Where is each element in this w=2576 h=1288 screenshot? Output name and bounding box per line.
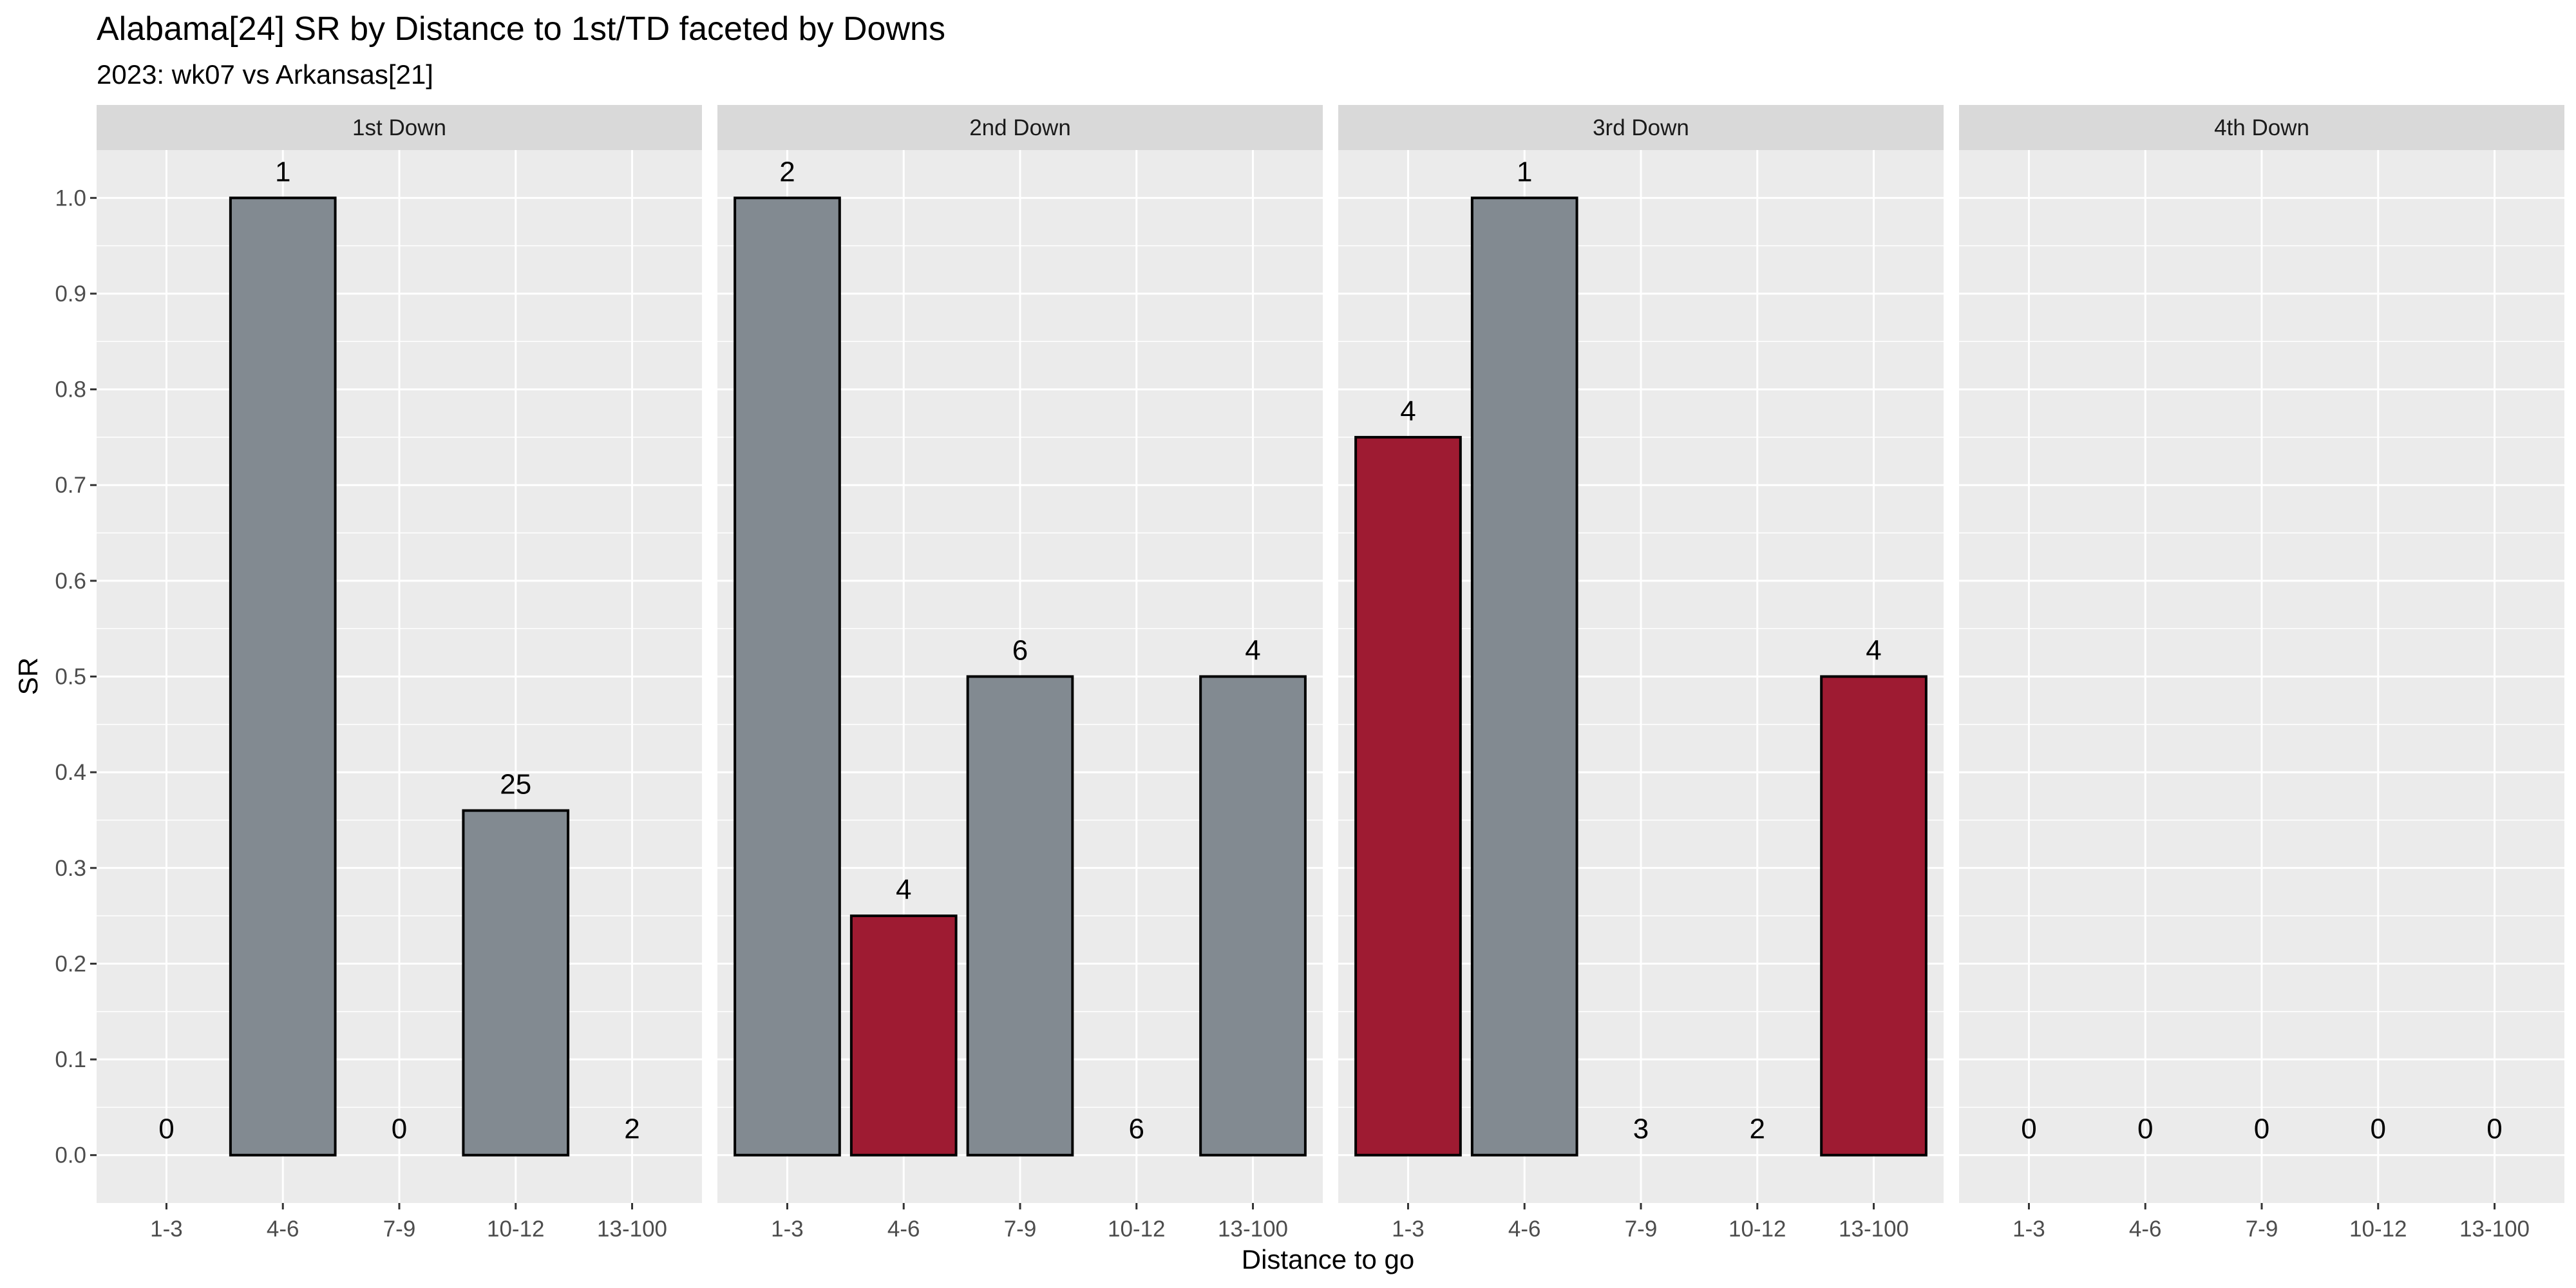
facet-strip (1338, 105, 1944, 150)
bar (229, 196, 337, 1157)
x-tick-label: 7-9 (1004, 1217, 1037, 1242)
x-tick-label: 1-3 (771, 1217, 804, 1242)
bar-count-label: 2 (779, 156, 795, 187)
y-tick-label: 0.5 (55, 665, 86, 690)
x-tick-label: 7-9 (383, 1217, 416, 1242)
chart-subtitle: 2023: wk07 vs Arkansas[21] (97, 59, 433, 90)
x-axis-title: Distance to go (1242, 1244, 1415, 1274)
x-tick-label: 4-6 (267, 1217, 299, 1242)
facet-strip (1959, 105, 2564, 150)
bar-count-label: 4 (1400, 395, 1416, 427)
chart-title: Alabama[24] SR by Distance to 1st/TD fac… (97, 10, 945, 48)
x-tick-label: 10-12 (1728, 1217, 1786, 1242)
bar-count-label: 0 (2021, 1113, 2036, 1145)
x-tick-label: 13-100 (1218, 1217, 1288, 1242)
x-tick-label: 10-12 (487, 1217, 545, 1242)
bar-count-label: 4 (1866, 635, 1881, 667)
bar-count-label: 2 (1750, 1113, 1765, 1145)
x-tick-label: 1-3 (150, 1217, 183, 1242)
facet-strip-label: 1st Down (352, 115, 446, 140)
facet-strip-label: 3rd Down (1593, 115, 1689, 140)
x-tick-label: 4-6 (1508, 1217, 1541, 1242)
y-tick-label: 0.0 (55, 1143, 86, 1168)
facet-strip (97, 105, 702, 150)
bar-count-label: 4 (896, 874, 911, 905)
x-tick-label: 13-100 (2459, 1217, 2530, 1242)
bar-count-label: 1 (275, 156, 290, 187)
bar-count-label: 0 (2371, 1113, 2386, 1145)
bar-count-label: 4 (1245, 635, 1260, 667)
bar (1470, 196, 1578, 1157)
bar (1354, 435, 1462, 1157)
bar-count-label: 2 (624, 1113, 639, 1145)
bar-count-label: 0 (158, 1113, 174, 1145)
bar-count-label: 25 (500, 769, 531, 800)
x-tick-label: 7-9 (1625, 1217, 1658, 1242)
x-tick-label: 13-100 (597, 1217, 667, 1242)
x-tick-label: 10-12 (2349, 1217, 2407, 1242)
y-tick-label: 0.9 (55, 281, 86, 307)
bar (734, 196, 841, 1157)
facet-strip-label: 2nd Down (969, 115, 1071, 140)
facet-strip-label: 4th Down (2214, 115, 2309, 140)
facet-panel: 4th Down 0 0 0 0 0 1-3 4-6 7-9 10-12 13-100 (1959, 105, 2564, 1242)
y-tick-label: 0.2 (55, 951, 86, 976)
facet-panel: 3rd Down 4 1 3 2 4 1-3 4-6 7-9 10-12 13-100 (1338, 105, 1944, 1242)
x-tick-label: 4-6 (887, 1217, 920, 1242)
bar-count-label: 1 (1517, 156, 1532, 187)
y-tick-label: 1.0 (55, 185, 86, 211)
bar (1199, 675, 1307, 1157)
facet-panels: 0.0 0.1 0.2 0.3 0.4 0.5 0.6 0.7 0.8 0.9 1.0 1st Dow… (55, 105, 2564, 1242)
bar-count-label: 0 (2137, 1113, 2153, 1145)
bar-count-label: 0 (2486, 1113, 2502, 1145)
y-tick-label: 0.7 (55, 473, 86, 498)
bar-count-label: 0 (392, 1113, 407, 1145)
facet-panel: 1st Down 0 1 0 25 2 1-3 4-6 7-9 10-12 13-100 (97, 105, 702, 1242)
bar-count-label: 6 (1129, 1113, 1144, 1145)
y-tick-label: 0.8 (55, 377, 86, 402)
x-tick-label: 4-6 (2129, 1217, 2162, 1242)
facet-strip (717, 105, 1323, 150)
y-tick-label: 0.1 (55, 1047, 86, 1072)
y-axis-title: SR (13, 658, 43, 695)
y-tick-label: 0.6 (55, 569, 86, 594)
x-tick-label: 1-3 (2012, 1217, 2045, 1242)
bar-count-label: 6 (1012, 635, 1028, 667)
x-tick-label: 10-12 (1108, 1217, 1166, 1242)
bar (462, 809, 570, 1157)
x-tick-label: 13-100 (1839, 1217, 1909, 1242)
x-tick-label: 7-9 (2246, 1217, 2278, 1242)
bar (1820, 675, 1927, 1157)
bar (849, 914, 958, 1157)
facet-panel: 2nd Down 2 4 6 6 4 1-3 4-6 7-9 10-12 13-100 (717, 105, 1323, 1242)
bar (966, 675, 1074, 1157)
y-tick-label: 0.3 (55, 856, 86, 881)
x-tick-label: 1-3 (1392, 1217, 1425, 1242)
bar-count-label: 3 (1633, 1113, 1649, 1145)
y-tick-label: 0.4 (55, 760, 86, 785)
bar-count-label: 0 (2254, 1113, 2269, 1145)
